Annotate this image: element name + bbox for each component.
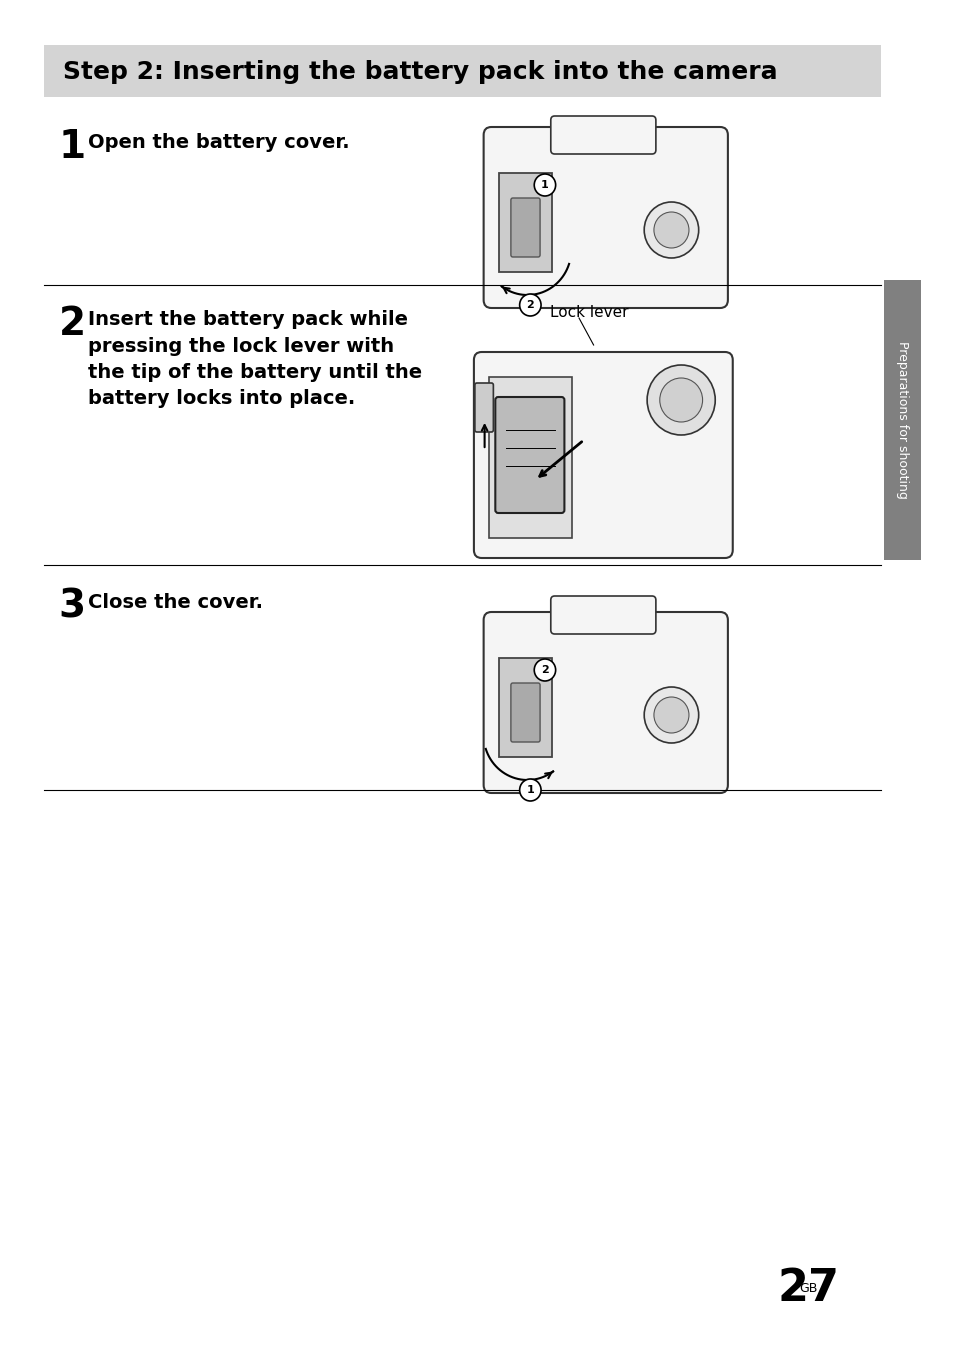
Circle shape <box>534 659 555 681</box>
Circle shape <box>646 364 715 434</box>
Text: 2: 2 <box>58 305 86 343</box>
FancyBboxPatch shape <box>474 352 732 558</box>
Circle shape <box>643 202 698 258</box>
Text: 2: 2 <box>540 664 548 675</box>
Text: Preparations for shooting: Preparations for shooting <box>895 342 907 499</box>
Circle shape <box>643 687 698 742</box>
Text: 1: 1 <box>58 128 86 165</box>
FancyBboxPatch shape <box>495 397 564 512</box>
Text: 2: 2 <box>526 300 534 309</box>
Text: 1: 1 <box>526 785 534 795</box>
FancyBboxPatch shape <box>882 280 920 560</box>
FancyBboxPatch shape <box>550 116 656 153</box>
Text: 27: 27 <box>777 1267 839 1310</box>
Text: Close the cover.: Close the cover. <box>88 593 262 612</box>
FancyBboxPatch shape <box>498 174 551 272</box>
FancyBboxPatch shape <box>511 683 539 742</box>
Text: Step 2: Inserting the battery pack into the camera: Step 2: Inserting the battery pack into … <box>63 61 777 83</box>
Circle shape <box>659 378 701 422</box>
FancyBboxPatch shape <box>44 44 880 97</box>
Circle shape <box>519 295 540 316</box>
Circle shape <box>534 174 555 196</box>
Text: Lock lever: Lock lever <box>549 305 628 320</box>
Circle shape <box>653 697 688 733</box>
FancyBboxPatch shape <box>483 126 727 308</box>
Text: Open the battery cover.: Open the battery cover. <box>88 133 349 152</box>
Text: Insert the battery pack while
pressing the lock lever with
the tip of the batter: Insert the battery pack while pressing t… <box>88 309 421 409</box>
Text: GB: GB <box>799 1282 817 1295</box>
FancyBboxPatch shape <box>475 383 493 432</box>
FancyBboxPatch shape <box>550 596 656 633</box>
Circle shape <box>653 213 688 247</box>
Text: 1: 1 <box>540 180 548 190</box>
FancyBboxPatch shape <box>483 612 727 794</box>
Text: 3: 3 <box>58 588 86 625</box>
FancyBboxPatch shape <box>498 658 551 757</box>
Circle shape <box>519 779 540 802</box>
FancyBboxPatch shape <box>511 198 539 257</box>
FancyBboxPatch shape <box>488 377 572 538</box>
